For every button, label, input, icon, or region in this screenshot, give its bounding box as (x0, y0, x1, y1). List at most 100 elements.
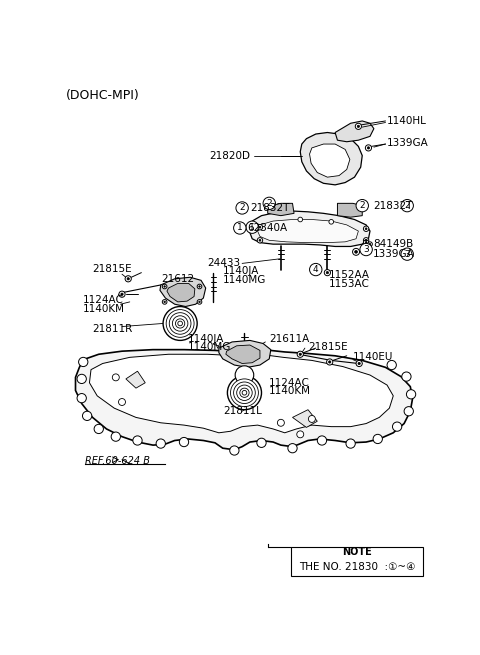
Circle shape (230, 379, 258, 407)
Polygon shape (219, 341, 271, 367)
Polygon shape (337, 203, 362, 217)
Circle shape (162, 299, 167, 304)
Text: 21820D: 21820D (210, 151, 251, 160)
Circle shape (324, 270, 330, 276)
Circle shape (246, 221, 258, 233)
Circle shape (368, 242, 372, 246)
Circle shape (346, 439, 355, 448)
Text: 2: 2 (266, 199, 272, 208)
Circle shape (257, 225, 263, 230)
Circle shape (401, 200, 413, 212)
Circle shape (365, 145, 372, 151)
Circle shape (199, 301, 200, 303)
Circle shape (228, 376, 262, 409)
Circle shape (236, 202, 248, 214)
Text: 1140KM: 1140KM (83, 304, 125, 314)
Circle shape (407, 390, 416, 399)
Circle shape (310, 263, 322, 276)
Text: 1140JA: 1140JA (223, 266, 259, 276)
Circle shape (176, 319, 185, 328)
Polygon shape (250, 211, 370, 246)
Polygon shape (310, 144, 350, 177)
Text: 1140JA: 1140JA (188, 334, 224, 344)
Circle shape (363, 226, 369, 231)
Circle shape (357, 125, 360, 128)
Text: (DOHC-MPI): (DOHC-MPI) (66, 89, 140, 102)
Circle shape (180, 438, 189, 447)
Text: 21811L: 21811L (223, 406, 262, 416)
Circle shape (365, 239, 367, 241)
Circle shape (77, 374, 86, 384)
Polygon shape (292, 409, 317, 428)
Text: 2: 2 (360, 201, 365, 210)
Circle shape (259, 226, 261, 228)
Text: 4: 4 (313, 265, 319, 274)
Circle shape (169, 312, 191, 334)
Text: 21811R: 21811R (93, 324, 133, 334)
Polygon shape (126, 371, 145, 388)
Circle shape (172, 316, 188, 331)
Circle shape (163, 307, 197, 341)
FancyBboxPatch shape (291, 547, 423, 576)
Circle shape (328, 361, 331, 363)
Circle shape (401, 248, 413, 260)
Text: 1140HL: 1140HL (387, 116, 427, 126)
Circle shape (308, 415, 315, 422)
Text: 62340A: 62340A (248, 223, 288, 233)
Circle shape (197, 299, 202, 304)
Circle shape (365, 242, 367, 244)
Circle shape (83, 411, 92, 421)
Polygon shape (75, 350, 413, 450)
Circle shape (257, 438, 266, 447)
Text: 1: 1 (249, 223, 255, 232)
Circle shape (326, 359, 333, 365)
Circle shape (404, 407, 413, 416)
Text: 24433: 24433 (207, 259, 240, 269)
Circle shape (77, 394, 86, 403)
Circle shape (156, 439, 166, 448)
Circle shape (197, 284, 202, 289)
Polygon shape (160, 277, 206, 307)
Text: 1152AA: 1152AA (329, 270, 370, 280)
Circle shape (164, 286, 166, 288)
Circle shape (242, 390, 247, 395)
Circle shape (235, 365, 254, 384)
Polygon shape (167, 284, 195, 302)
Circle shape (358, 362, 360, 365)
Circle shape (234, 382, 255, 403)
Circle shape (402, 372, 411, 381)
Circle shape (166, 310, 194, 337)
Circle shape (257, 238, 263, 243)
Circle shape (353, 248, 360, 255)
Text: 1: 1 (237, 223, 243, 233)
Circle shape (119, 291, 125, 297)
Polygon shape (335, 121, 374, 141)
Text: 1140EU: 1140EU (353, 352, 393, 362)
Circle shape (125, 276, 132, 282)
Circle shape (263, 197, 276, 210)
Circle shape (277, 419, 284, 426)
Circle shape (367, 147, 370, 149)
Circle shape (259, 239, 261, 241)
Circle shape (94, 424, 103, 434)
Circle shape (237, 385, 252, 400)
Circle shape (360, 244, 372, 255)
Circle shape (387, 360, 396, 369)
Circle shape (162, 284, 167, 289)
Text: 21832T: 21832T (250, 203, 289, 213)
Polygon shape (300, 132, 362, 185)
Text: 21612: 21612 (161, 274, 194, 284)
Circle shape (363, 240, 369, 246)
Circle shape (326, 271, 328, 274)
Text: 84149B: 84149B (373, 239, 413, 249)
Circle shape (133, 436, 142, 445)
Circle shape (298, 217, 302, 222)
Circle shape (299, 353, 301, 356)
Text: 1140MG: 1140MG (188, 343, 231, 352)
Text: 2: 2 (404, 201, 410, 210)
Circle shape (79, 358, 88, 367)
Text: NOTE: NOTE (342, 547, 372, 557)
Text: 1124AC: 1124AC (83, 295, 124, 305)
Circle shape (112, 374, 120, 381)
Circle shape (356, 200, 369, 212)
